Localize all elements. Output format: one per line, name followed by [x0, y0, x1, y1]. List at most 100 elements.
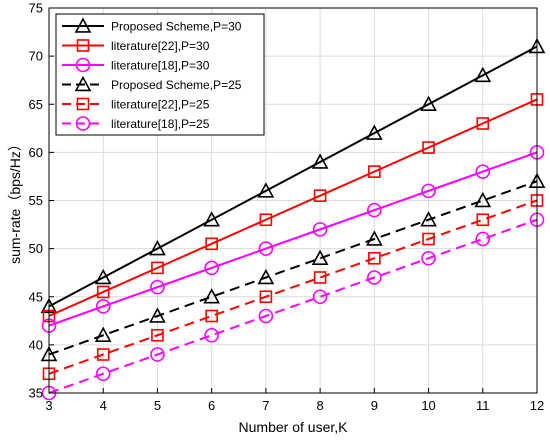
legend-entry: literature[22],P=25: [62, 98, 210, 112]
series-line: [48, 45, 538, 308]
data-point: [420, 211, 437, 227]
series-2: [42, 93, 544, 323]
legend-marker: [74, 17, 92, 33]
y-tick-label: 35: [29, 386, 43, 401]
data-point: [421, 183, 436, 199]
series-6: [41, 212, 545, 401]
data-point: [365, 124, 383, 140]
data-point: [312, 289, 328, 305]
x-tick-label: 10: [421, 398, 435, 413]
data-point: [95, 366, 111, 382]
data-point: [476, 117, 490, 130]
y-tick-label: 55: [29, 193, 43, 208]
legend-label: literature[22],P=30: [111, 39, 210, 53]
legend-entry: literature[18],P=30: [62, 57, 210, 73]
x-tick-label: 12: [530, 398, 544, 413]
legend: Proposed Scheme,P=30 literature[22],P=30 l…: [55, 13, 265, 136]
data-point: [205, 237, 218, 251]
data-point: [311, 153, 329, 169]
y-tick-label: 60: [29, 145, 43, 160]
legend-label: literature[22],P=25: [111, 98, 210, 112]
legend-label: Proposed Scheme,P=25: [111, 78, 242, 92]
data-point: [367, 202, 382, 218]
data-point: [367, 270, 382, 285]
series-layer: [40, 37, 546, 401]
x-axis-ticks: 3 4 5 6 7 8 9 10 11 12: [45, 388, 544, 413]
data-point: [149, 239, 166, 256]
series-5: [42, 194, 544, 381]
legend-box: [55, 13, 265, 136]
data-point: [96, 348, 110, 361]
x-tick-label: 4: [100, 398, 107, 413]
x-tick-label: 6: [208, 398, 215, 413]
data-point: [94, 268, 112, 285]
legend-entry: Proposed Scheme,P=25: [62, 75, 242, 92]
data-point: [257, 268, 275, 285]
data-point: [259, 290, 273, 304]
x-tick-label: 9: [371, 398, 378, 413]
series-line: [48, 218, 538, 394]
data-point: [421, 250, 436, 266]
x-tick-label: 8: [316, 398, 323, 413]
legend-marker: [76, 39, 90, 52]
y-tick-label: 70: [29, 49, 43, 64]
data-point: [257, 182, 275, 198]
series-line: [48, 180, 538, 356]
legend-marker: [75, 116, 91, 131]
data-point: [150, 347, 165, 362]
series-3: [41, 145, 545, 333]
y-tick-label: 75: [29, 1, 43, 16]
data-point: [474, 191, 492, 208]
series-1: [40, 37, 546, 314]
data-point: [365, 230, 383, 246]
data-point: [259, 213, 273, 227]
x-tick-label: 11: [476, 398, 490, 413]
data-point: [475, 164, 491, 179]
data-point: [422, 232, 435, 246]
data-point: [420, 95, 437, 111]
x-axis-label: Number of user,K: [239, 419, 349, 435]
series-line: [48, 199, 538, 375]
y-tick-label: 50: [29, 241, 43, 256]
legend-marker: [75, 57, 91, 73]
data-point: [205, 309, 218, 323]
legend-entry: literature[18],P=25: [62, 116, 210, 131]
data-point: [258, 241, 274, 256]
data-point: [204, 260, 219, 276]
legend-marker: [76, 97, 90, 111]
data-point: [95, 299, 111, 314]
data-point: [151, 328, 164, 342]
data-point: [312, 222, 328, 237]
data-point: [313, 271, 327, 284]
y-axis-ticks: 35 40 45 50 55 60 65 70 75: [29, 1, 54, 401]
data-point: [96, 285, 110, 299]
legend-label: literature[18],P=30: [111, 59, 210, 73]
y-axis-label: sum-rate（bps/Hz）: [7, 137, 23, 264]
data-point: [150, 279, 165, 295]
legend-label: Proposed Scheme,P=30: [111, 20, 242, 34]
data-point: [258, 308, 274, 324]
data-point: [368, 251, 381, 265]
legend-entry: Proposed Scheme,P=30: [62, 17, 242, 34]
y-tick-label: 40: [29, 337, 43, 352]
x-tick-label: 3: [45, 398, 52, 413]
x-tick-label: 5: [154, 398, 161, 413]
data-point: [204, 327, 219, 343]
legend-marker: [74, 75, 92, 92]
data-point: [422, 141, 435, 154]
data-point: [475, 231, 491, 247]
data-point: [203, 288, 221, 304]
legend-entry: literature[22],P=30: [62, 39, 210, 53]
data-point: [149, 307, 166, 323]
data-point: [151, 261, 164, 275]
series-line: [48, 98, 538, 317]
legend-label: literature[18],P=25: [111, 117, 210, 131]
data-point: [203, 211, 221, 227]
data-point: [368, 165, 381, 178]
y-tick-label: 45: [29, 289, 43, 304]
data-point: [474, 66, 492, 83]
x-tick-label: 7: [262, 398, 269, 413]
y-tick-label: 65: [29, 97, 43, 112]
data-point: [311, 249, 329, 266]
